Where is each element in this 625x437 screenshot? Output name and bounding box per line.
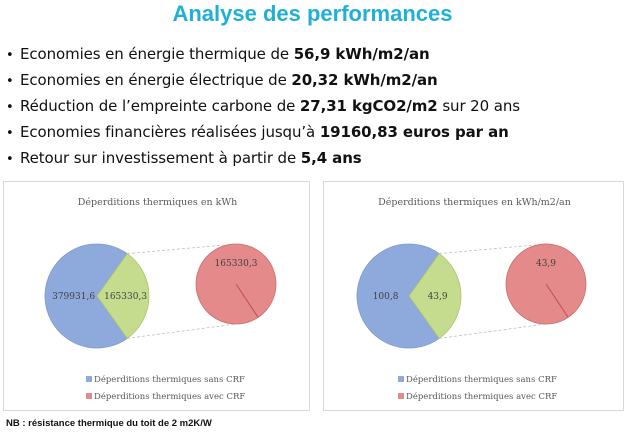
- connector-line: [127, 323, 237, 339]
- legend-swatch: [86, 376, 92, 382]
- list-item: • Economies financières réalisées jusqu’à…: [6, 120, 520, 146]
- chart-panel-kwh-m2-an: Déperditions thermiques en kWh/m2/an 100,…: [323, 181, 624, 411]
- bullet-icon: •: [6, 126, 14, 141]
- secondary-pie-divider: [545, 283, 569, 318]
- data-label: 43,9: [428, 292, 448, 302]
- data-label: 100,8: [373, 292, 399, 302]
- bullet-icon: •: [6, 74, 14, 89]
- list-item: • Economies en énergie électrique de 20,3…: [6, 68, 520, 94]
- legend-item: Déperditions thermiques sans CRF: [86, 375, 245, 385]
- legend-swatch: [86, 393, 92, 399]
- page-title: Analyse des performances: [172, 1, 453, 26]
- chart-panel-kwh: Déperditions thermiques en kWh 379931,6 16…: [3, 181, 310, 411]
- connector-line: [439, 243, 547, 255]
- pie-slice-avec-crf: [408, 253, 462, 339]
- pie-slice-sans-crf: [44, 243, 128, 349]
- chart-title: Déperditions thermiques en kWh: [78, 197, 237, 208]
- data-label: 43,9: [536, 259, 556, 269]
- footnote: NB : résistance thermique du toit de 2 m…: [6, 418, 212, 429]
- pie-slice-avec-crf: [96, 253, 150, 339]
- connector-line: [127, 243, 237, 255]
- list-item: • Economies en énergie thermique de 56,9 …: [6, 42, 520, 68]
- legend-item: Déperditions thermiques avec CRF: [398, 392, 557, 402]
- pie-of-pie-chart: Déperditions thermiques en kWh 379931,6 16…: [44, 197, 277, 349]
- legend-swatch: [398, 376, 404, 382]
- secondary-pie-divider: [235, 283, 259, 318]
- data-label: 165330,3: [215, 259, 258, 269]
- performance-list: • Economies en énergie thermique de 56,9 …: [6, 42, 520, 172]
- connector-line: [439, 323, 547, 339]
- chart-title: Déperditions thermiques en kWh/m2/an: [378, 197, 571, 208]
- list-item: • Réduction de l’empreinte carbone de 27,…: [6, 94, 520, 120]
- bullet-icon: •: [6, 48, 14, 63]
- legend-item: Déperditions thermiques avec CRF: [86, 392, 245, 402]
- pie-of-pie-chart: Déperditions thermiques en kWh/m2/an 100,…: [356, 197, 587, 349]
- pie-slice-sans-crf: [356, 243, 440, 349]
- bullet-icon: •: [6, 152, 14, 167]
- data-label: 165330,3: [104, 292, 147, 302]
- list-item: • Retour sur investissement à partir de 5…: [6, 146, 520, 172]
- bullet-icon: •: [6, 100, 14, 115]
- legend-item: Déperditions thermiques sans CRF: [398, 375, 557, 385]
- legend-swatch: [398, 393, 404, 399]
- data-label: 379931,6: [52, 292, 95, 302]
